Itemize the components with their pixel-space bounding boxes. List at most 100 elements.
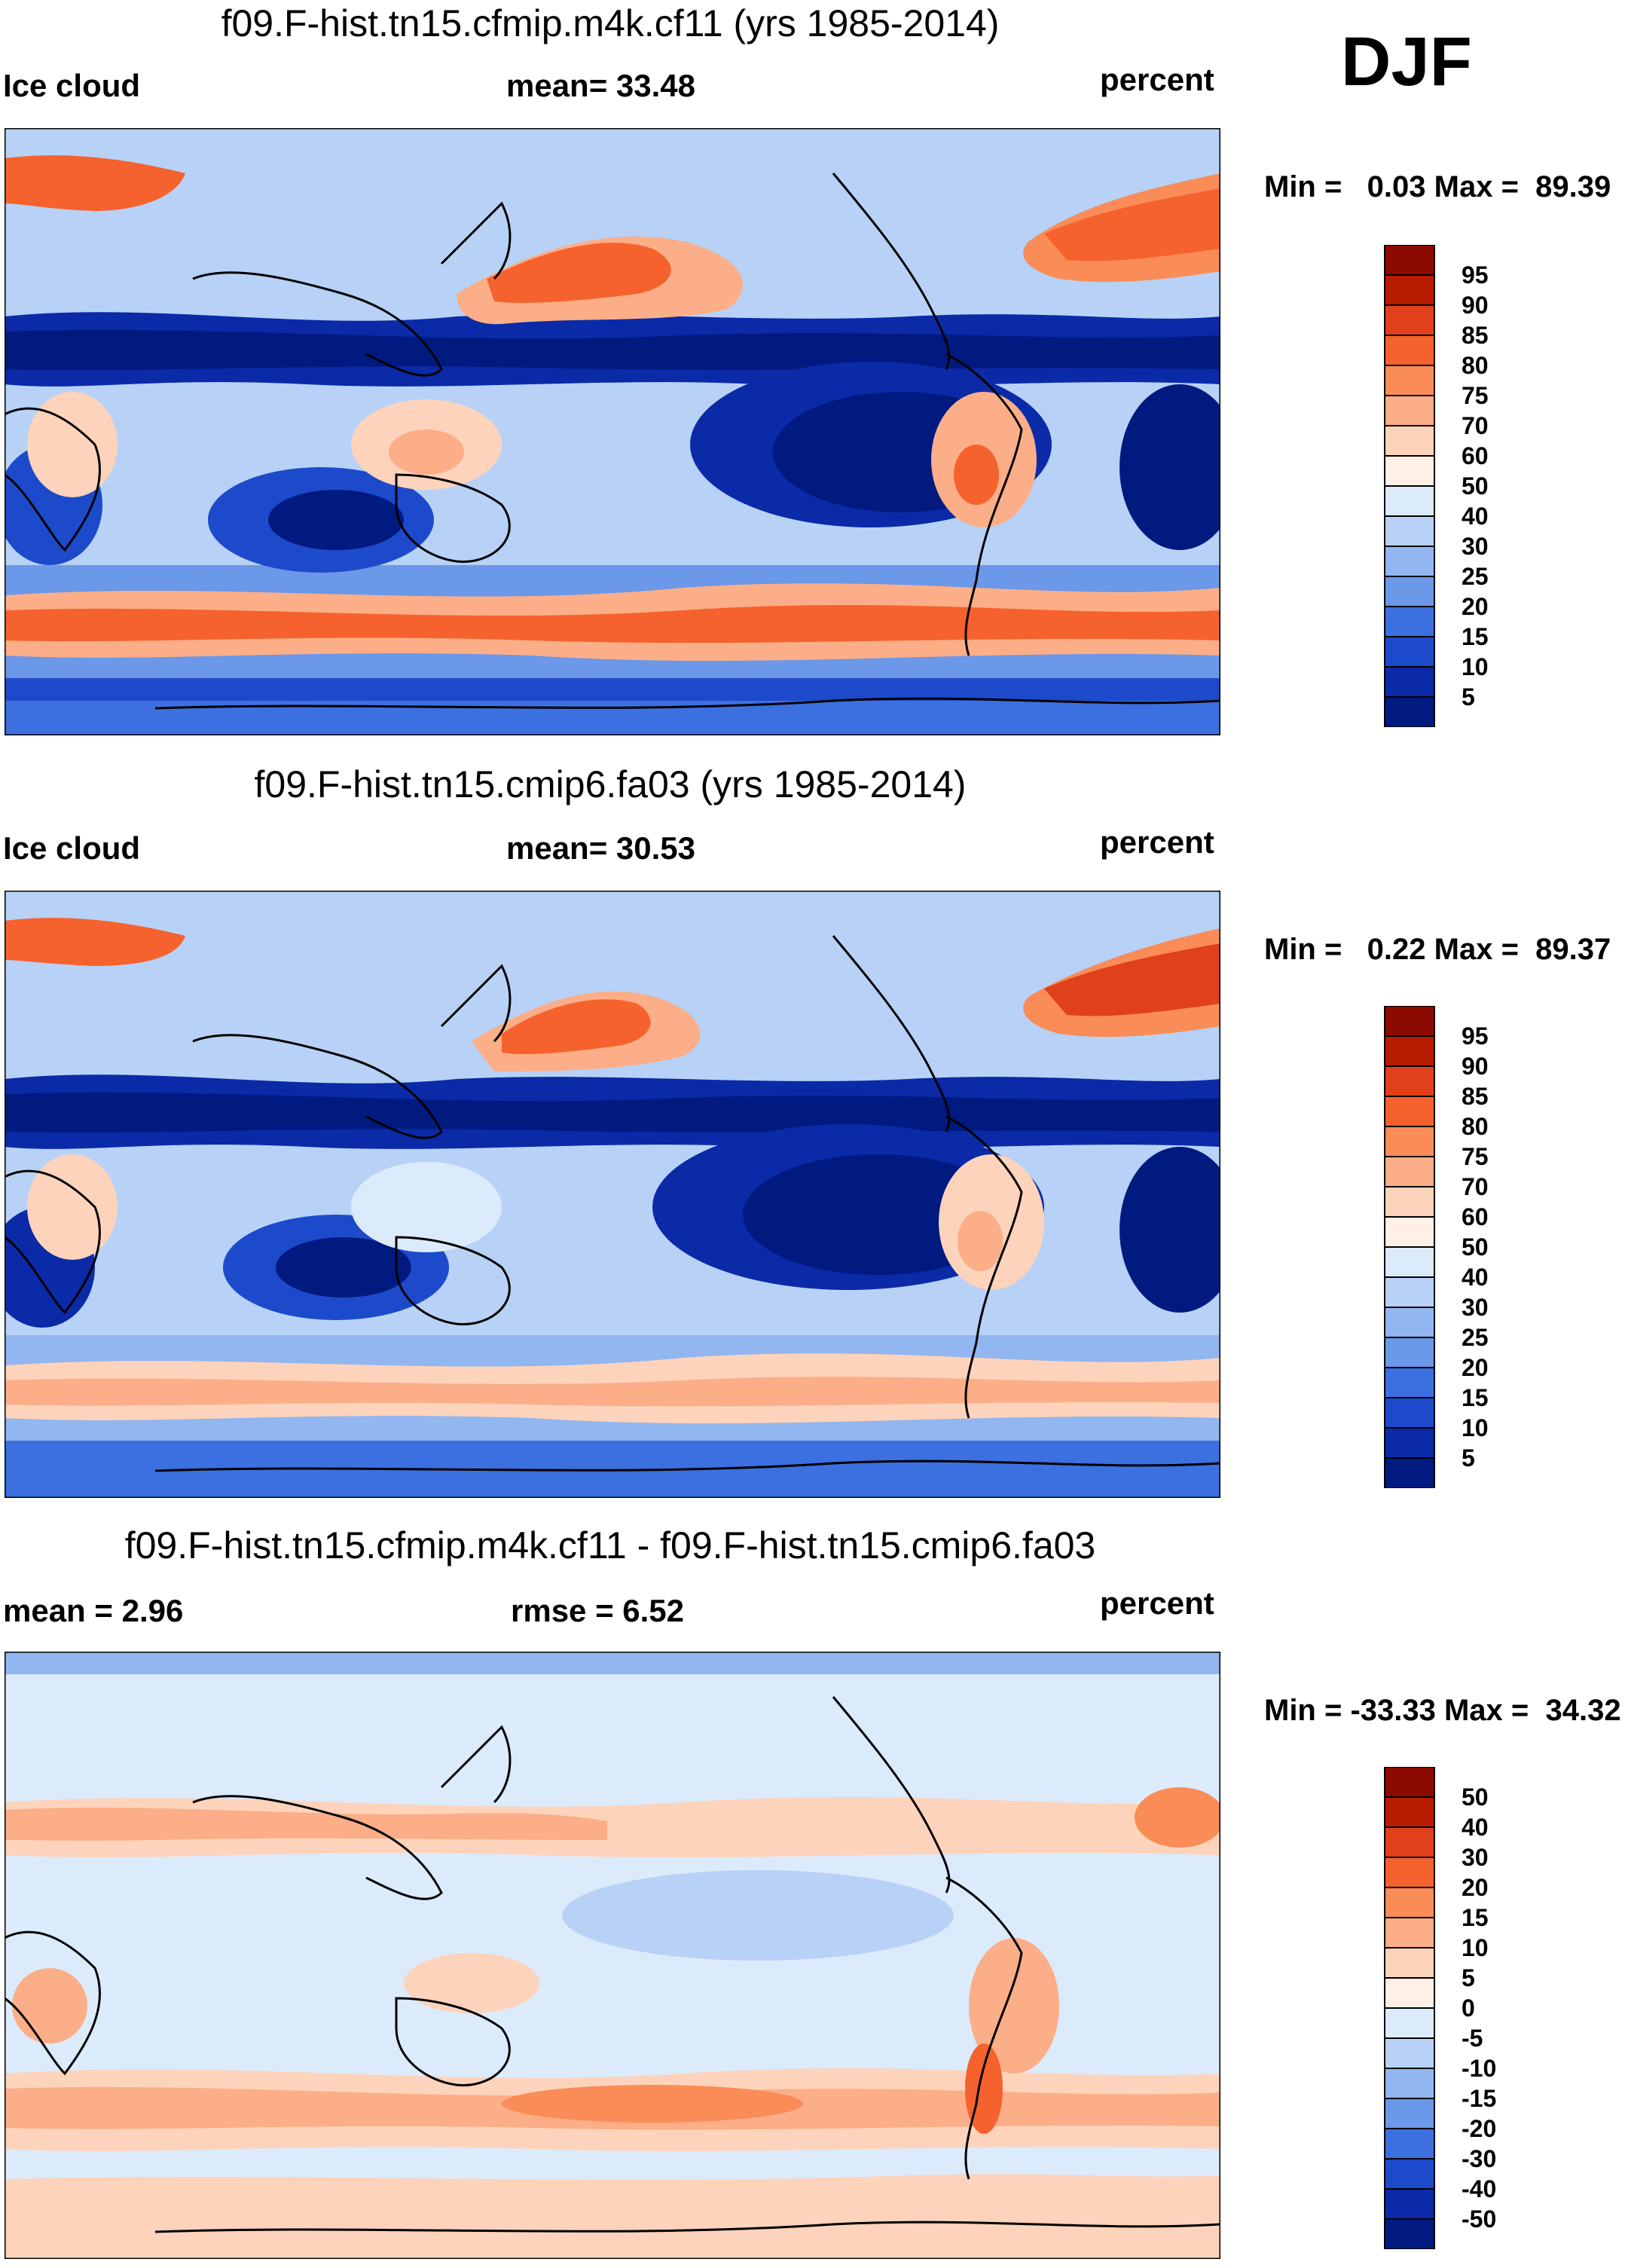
- colorbar3-tick-label: 20: [1462, 1874, 1489, 1901]
- colorbar3-tick-label: -10: [1462, 2055, 1497, 2082]
- colorbar3-tick-label: -15: [1462, 2085, 1497, 2112]
- colorbar2-tick-label: 75: [1462, 1143, 1489, 1170]
- colorbar2-box: [1384, 1397, 1435, 1429]
- colorbar1-box: [1384, 245, 1435, 276]
- colorbar1-box: [1384, 636, 1435, 668]
- colorbar1-tick-label: 85: [1462, 322, 1489, 349]
- colorbar1-tick-label: 80: [1462, 352, 1489, 379]
- colorbar1-box: [1384, 274, 1435, 306]
- colorbar2-box: [1384, 1035, 1435, 1067]
- colorbar2-box: [1384, 1367, 1435, 1398]
- panel2-title: f09.F-hist.tn15.cmip6.fa03 (yrs 1985-201…: [254, 763, 967, 805]
- panel1-mean-label: mean= 33.48: [506, 68, 696, 103]
- colorbar3-box: [1384, 2158, 1435, 2190]
- panel1-map: [5, 128, 1220, 735]
- colorbar1-tick-label: 95: [1462, 261, 1489, 289]
- colorbar3-tick-label: 10: [1462, 1934, 1489, 1961]
- colorbar1-box: [1384, 485, 1435, 517]
- colorbar2-box: [1384, 1156, 1435, 1187]
- panel1-colorbar: [1384, 245, 1435, 727]
- colorbar2-tick-label: 15: [1462, 1384, 1489, 1411]
- colorbar3-box: [1384, 1947, 1435, 1979]
- panel2-arctic-warm: [5, 918, 185, 966]
- panel2-nw-pacific-storm: [502, 999, 651, 1054]
- panel2-coastlines: [5, 935, 1220, 1472]
- panel3-amazon: [969, 1938, 1059, 2074]
- colorbar3-box: [1384, 1796, 1435, 1828]
- panel3-minmax: Min = -33.33 Max = 34.32: [1264, 1694, 1621, 1727]
- colorbar1-tick-label: 75: [1462, 382, 1489, 409]
- colorbar2-tick-label: 80: [1462, 1113, 1489, 1140]
- colorbar1-tick-label: 20: [1462, 593, 1489, 620]
- colorbar1-box: [1384, 304, 1435, 336]
- panel3-mean-label: mean = 2.96: [3, 1593, 184, 1628]
- colorbar1-box: [1384, 666, 1435, 698]
- colorbar3-box: [1384, 1826, 1435, 1858]
- panel2-units: percent: [1100, 824, 1214, 860]
- colorbar3-tick-label: -40: [1462, 2175, 1497, 2202]
- colorbar2-box: [1384, 1276, 1435, 1308]
- colorbar3-tick-label: 5: [1462, 1964, 1475, 1991]
- panel2-n-atlantic-storm: [1044, 943, 1220, 1016]
- colorbar2-tick-label: 20: [1462, 1354, 1489, 1381]
- colorbar3-tick-label: 0: [1462, 1994, 1475, 2022]
- colorbar1-box: [1384, 515, 1435, 547]
- colorbar1-box: [1384, 696, 1435, 727]
- colorbar2-tick-label: 95: [1462, 1022, 1489, 1050]
- colorbar1-tick-label: 15: [1462, 623, 1489, 650]
- panel2-left-label: Ice cloud: [3, 830, 141, 866]
- colorbar1-box: [1384, 335, 1435, 366]
- colorbar3-box: [1384, 1857, 1435, 1888]
- colorbar2-tick-label: 70: [1462, 1173, 1489, 1200]
- colorbar3-tick-label: -5: [1462, 2025, 1483, 2052]
- panel2-minmax: Min = 0.22 Max = 89.37: [1264, 933, 1611, 966]
- colorbar1-box: [1384, 425, 1435, 457]
- colorbar2-tick-label: 85: [1462, 1083, 1489, 1110]
- colorbar2-box: [1384, 1096, 1435, 1127]
- colorbar2-box: [1384, 1457, 1435, 1488]
- colorbar2-tick-label: 30: [1462, 1294, 1489, 1321]
- panel1-minmax: Min = 0.03 Max = 89.39: [1264, 170, 1611, 203]
- colorbar2-box: [1384, 1126, 1435, 1157]
- season-label: DJF: [1341, 23, 1472, 100]
- panel1-title: f09.F-hist.tn15.cfmip.m4k.cf11 (yrs 1985…: [221, 2, 1000, 44]
- colorbar3-box: [1384, 2007, 1435, 2039]
- colorbar3-box: [1384, 1917, 1435, 1949]
- colorbar3-tick-label: -20: [1462, 2115, 1497, 2142]
- colorbar3-box: [1384, 2098, 1435, 2129]
- colorbar2-tick-label: 60: [1462, 1203, 1489, 1230]
- colorbar1-box: [1384, 395, 1435, 426]
- panel3-coastlines: [5, 1696, 1220, 2233]
- colorbar2-tick-label: 10: [1462, 1414, 1489, 1441]
- colorbar3-box: [1384, 2068, 1435, 2099]
- colorbar2-box: [1384, 1006, 1435, 1037]
- colorbar1-box: [1384, 576, 1435, 607]
- colorbar1-tick-label: 5: [1462, 683, 1475, 711]
- colorbar2-box: [1384, 1065, 1435, 1097]
- panel3-title: f09.F-hist.tn15.cfmip.m4k.cf11 - f09.F-h…: [124, 1524, 1096, 1567]
- colorbar3-tick-label: 15: [1462, 1904, 1489, 1931]
- panel1-arctic-warm: [5, 155, 185, 211]
- colorbar3-tick-label: -30: [1462, 2145, 1497, 2172]
- panel1-left-label: Ice cloud: [3, 68, 141, 103]
- colorbar1-tick-label: 10: [1462, 653, 1489, 680]
- colorbar1-tick-label: 25: [1462, 563, 1489, 590]
- colorbar1-tick-label: 90: [1462, 292, 1489, 319]
- colorbar3-tick-label: 50: [1462, 1784, 1489, 1811]
- colorbar2-box: [1384, 1337, 1435, 1368]
- panel1-nw-pacific-storm: [487, 243, 671, 303]
- panel1-coastlines: [5, 173, 1220, 710]
- colorbar3-box: [1384, 2037, 1435, 2069]
- colorbar3-tick-label: -50: [1462, 2205, 1497, 2233]
- colorbar2-tick-label: 25: [1462, 1324, 1489, 1351]
- colorbar2-tick-label: 5: [1462, 1444, 1475, 1472]
- panel3-colorbar: [1384, 1767, 1435, 2249]
- colorbar3-tick-label: 40: [1462, 1814, 1489, 1841]
- colorbar2-box: [1384, 1427, 1435, 1459]
- colorbar2-tick-label: 40: [1462, 1264, 1489, 1291]
- colorbar1-tick-label: 70: [1462, 412, 1489, 439]
- panel3-map: [5, 1652, 1220, 2259]
- colorbar2-tick-label: 50: [1462, 1233, 1489, 1261]
- panel2-map: [5, 891, 1220, 1498]
- colorbar3-box: [1384, 1977, 1435, 2009]
